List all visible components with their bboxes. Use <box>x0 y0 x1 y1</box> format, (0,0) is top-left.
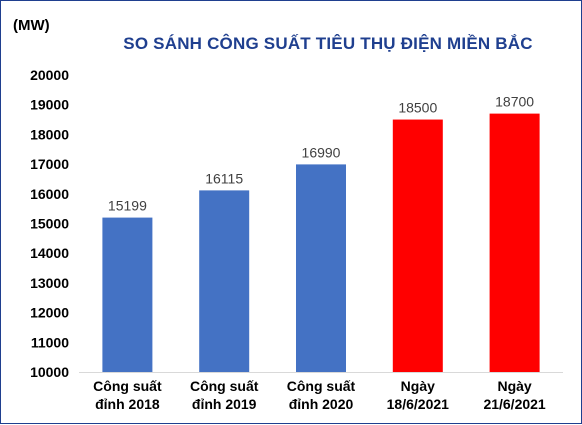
x-tick-label: Công suất đỉnh 2020 <box>287 378 356 412</box>
y-tick-label: 12000 <box>30 305 69 321</box>
data-label: 18700 <box>495 94 534 110</box>
bar <box>489 113 540 373</box>
x-tick-label: Ngày 21/6/2021 <box>483 378 545 412</box>
x-tick-label: Công suất đỉnh 2019 <box>190 378 259 412</box>
y-tick-label: 14000 <box>30 245 69 261</box>
data-label: 16990 <box>302 144 341 160</box>
x-axis: Công suất đỉnh 2018 Công suất đỉnh 2019 Công… <box>79 372 563 412</box>
y-tick-label: 16000 <box>30 186 69 202</box>
data-label: 16115 <box>205 170 243 186</box>
y-tick-label: 13000 <box>30 275 69 291</box>
bars <box>102 113 540 373</box>
x-tick-label: Ngày 18/6/2021 <box>387 378 449 412</box>
y-axis: 10000 11000 12000 13000 14000 15000 16000 17000… <box>30 67 69 380</box>
y-tick-label: 19000 <box>30 97 69 113</box>
x-tick-label: Công suất đỉnh 2018 <box>93 378 162 412</box>
data-labels: 15199 16115 16990 18500 18700 <box>108 94 534 214</box>
y-tick-label: 11000 <box>31 334 69 350</box>
data-label: 15199 <box>108 198 147 214</box>
y-tick-label: 18000 <box>30 126 69 142</box>
bar <box>199 190 250 372</box>
y-tick-label: 15000 <box>30 216 69 232</box>
y-tick-label: 20000 <box>30 67 69 83</box>
y-tick-label: 10000 <box>30 364 69 380</box>
y-axis-unit-label: (MW) <box>13 17 50 34</box>
y-tick-label: 17000 <box>30 156 69 172</box>
bar <box>102 217 153 372</box>
chart-title: SO SÁNH CÔNG SUẤT TIÊU THỤ ĐIỆN MIỀN BẮC <box>123 34 533 53</box>
data-label: 18500 <box>398 100 437 116</box>
bar <box>296 164 346 372</box>
bar <box>392 119 443 372</box>
